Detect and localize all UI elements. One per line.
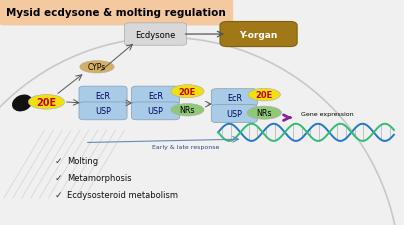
- Text: Gene expression: Gene expression: [301, 111, 354, 116]
- Text: EcR: EcR: [95, 91, 111, 100]
- Ellipse shape: [248, 89, 280, 101]
- Text: NRs: NRs: [180, 106, 195, 115]
- Text: ✓: ✓: [55, 156, 62, 165]
- Text: Ecdysone: Ecdysone: [135, 30, 176, 39]
- Ellipse shape: [171, 85, 204, 98]
- Ellipse shape: [80, 61, 114, 74]
- Text: Mysid ecdysone & molting regulation: Mysid ecdysone & molting regulation: [6, 8, 226, 18]
- FancyBboxPatch shape: [132, 102, 179, 120]
- FancyBboxPatch shape: [211, 89, 257, 106]
- Text: USP: USP: [147, 107, 164, 116]
- FancyBboxPatch shape: [220, 22, 297, 47]
- Text: ✓: ✓: [55, 190, 62, 199]
- Text: Metamorphosis: Metamorphosis: [67, 173, 131, 182]
- Text: EcR: EcR: [227, 93, 242, 102]
- Text: USP: USP: [226, 110, 242, 119]
- Text: CYPs: CYPs: [88, 63, 106, 72]
- Text: NRs: NRs: [257, 109, 272, 118]
- Text: 20E: 20E: [179, 87, 196, 96]
- FancyBboxPatch shape: [79, 87, 127, 104]
- Text: Y-organ: Y-organ: [240, 30, 278, 39]
- Text: 20E: 20E: [256, 91, 273, 100]
- Ellipse shape: [171, 104, 204, 117]
- Ellipse shape: [28, 95, 65, 110]
- Text: 20E: 20E: [36, 97, 57, 107]
- Text: Early & late response: Early & late response: [152, 144, 219, 149]
- Text: USP: USP: [95, 107, 111, 116]
- Ellipse shape: [13, 96, 32, 111]
- Text: ✓: ✓: [55, 173, 62, 182]
- Text: Ecdysosteroid metabolism: Ecdysosteroid metabolism: [67, 190, 178, 199]
- FancyBboxPatch shape: [0, 0, 233, 26]
- FancyBboxPatch shape: [79, 102, 127, 120]
- FancyBboxPatch shape: [211, 105, 257, 123]
- FancyBboxPatch shape: [132, 87, 179, 104]
- Text: Molting: Molting: [67, 156, 98, 165]
- Text: EcR: EcR: [148, 91, 163, 100]
- FancyBboxPatch shape: [124, 24, 187, 46]
- Ellipse shape: [247, 107, 282, 120]
